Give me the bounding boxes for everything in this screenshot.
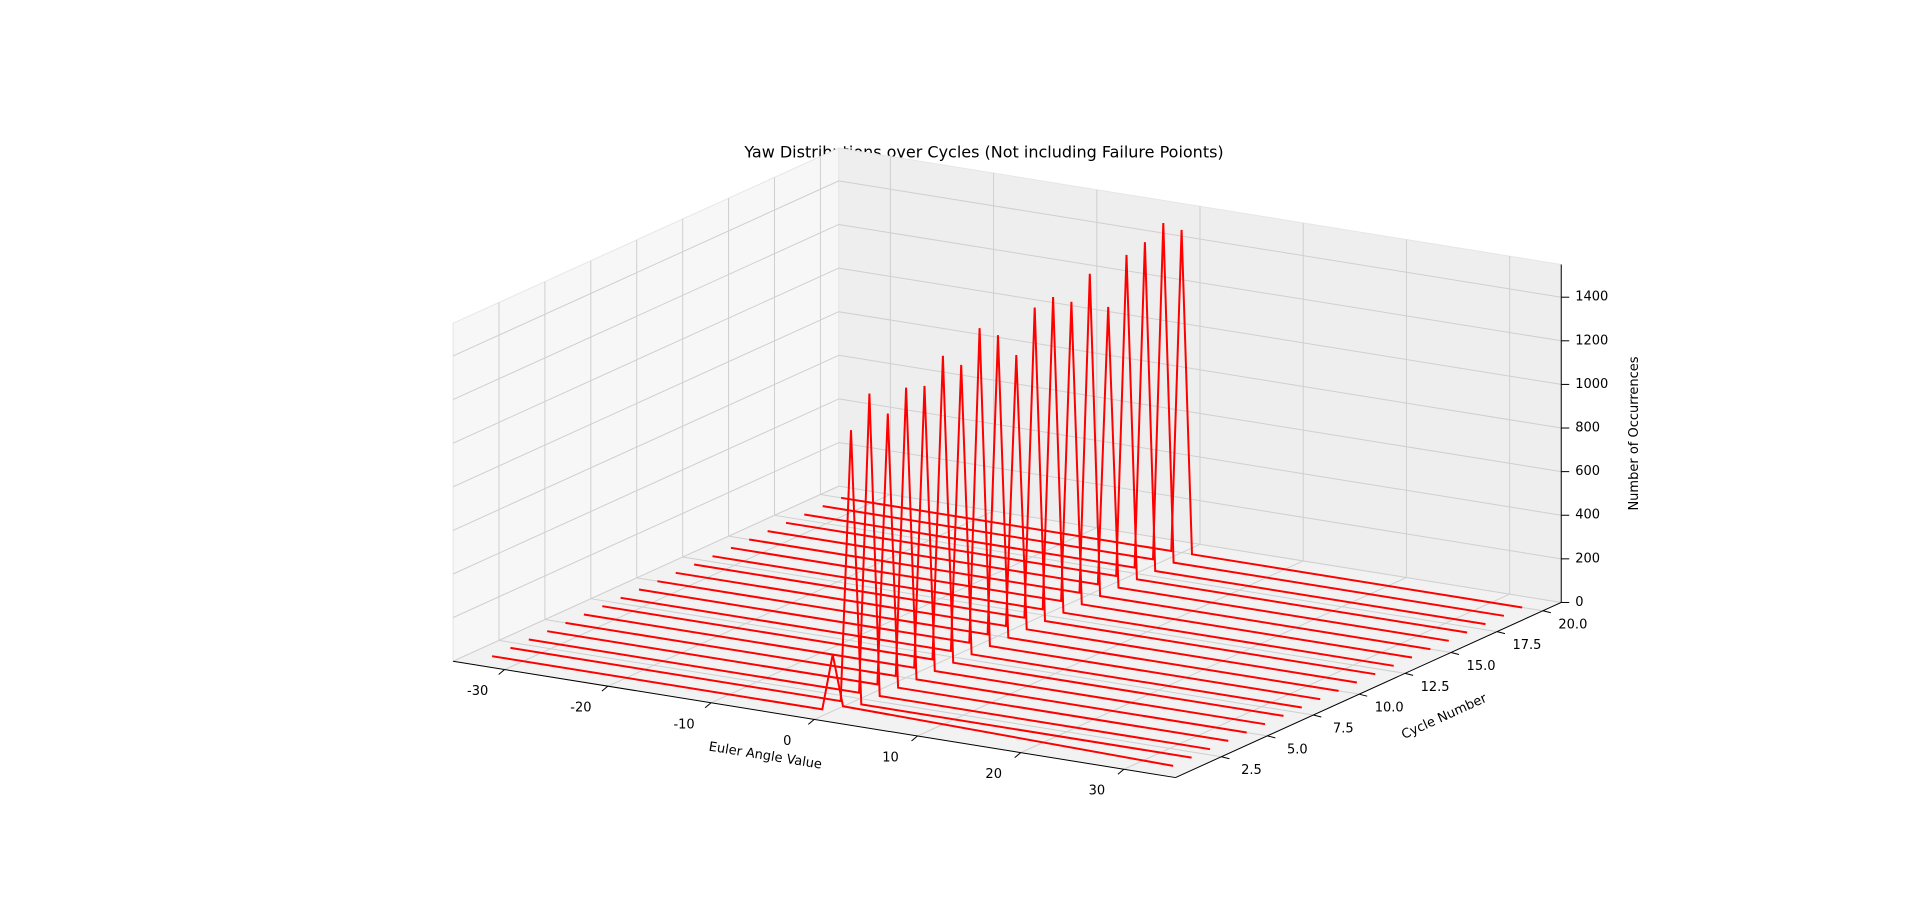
y-tick-label: 2.5 bbox=[1241, 763, 1262, 778]
grid-line bbox=[452, 398, 839, 575]
y-tick bbox=[1313, 714, 1322, 718]
z-tick-label: 1400 bbox=[1575, 290, 1608, 305]
series-line bbox=[528, 393, 1211, 751]
grid-line bbox=[452, 267, 839, 444]
series-line bbox=[675, 355, 1358, 684]
grid-line bbox=[838, 267, 1562, 385]
series-line bbox=[510, 430, 1192, 759]
x-tick bbox=[911, 735, 918, 742]
y-tick bbox=[1221, 756, 1230, 760]
z-axis-label: Number of Occurrences bbox=[1627, 356, 1642, 510]
grid-line bbox=[452, 485, 839, 662]
y-tick-label: 5.0 bbox=[1287, 742, 1308, 757]
series-line bbox=[712, 296, 1394, 667]
x-tick bbox=[498, 669, 505, 675]
grid-line bbox=[452, 311, 839, 488]
x-tick bbox=[1014, 752, 1022, 759]
x-tick-label: -30 bbox=[467, 684, 488, 699]
z-tick-label: 200 bbox=[1575, 551, 1600, 566]
x-tick-label: -10 bbox=[673, 717, 694, 732]
series-line bbox=[565, 387, 1247, 734]
z-tick-label: 0 bbox=[1575, 595, 1583, 610]
series-line bbox=[840, 229, 1523, 609]
y-tick bbox=[1267, 735, 1276, 739]
y-tick-label: 12.5 bbox=[1421, 680, 1450, 695]
series-line bbox=[583, 385, 1266, 726]
series-line bbox=[620, 364, 1302, 709]
grid-line bbox=[452, 354, 839, 531]
series-line bbox=[804, 242, 1486, 626]
y-tick bbox=[1496, 631, 1506, 635]
axis-line bbox=[1175, 601, 1562, 779]
y-tick-label: 7.5 bbox=[1333, 722, 1354, 737]
x-tick-label: 0 bbox=[783, 734, 791, 749]
x-tick-label: 30 bbox=[1089, 784, 1106, 799]
series-line bbox=[602, 355, 1284, 717]
grid-line bbox=[838, 180, 1562, 298]
series-line bbox=[749, 273, 1431, 651]
y-axis-label: Cycle Number bbox=[1399, 691, 1489, 743]
grid-line bbox=[452, 180, 839, 357]
series-line bbox=[822, 222, 1505, 617]
series-line bbox=[638, 328, 1321, 701]
x-tick-label: 10 bbox=[882, 751, 899, 766]
y-tick bbox=[1404, 672, 1414, 676]
axis-line bbox=[452, 660, 1176, 779]
x-tick bbox=[807, 719, 815, 725]
y-tick bbox=[1450, 651, 1460, 655]
series-line bbox=[547, 413, 1229, 742]
grid-line bbox=[838, 442, 1562, 560]
series-line bbox=[767, 306, 1449, 642]
z-tick-label: 1200 bbox=[1575, 333, 1608, 348]
series-line bbox=[730, 301, 1413, 659]
x-axis-label: Euler Angle Value bbox=[708, 740, 823, 773]
series-line bbox=[785, 254, 1468, 634]
y-tick-label: 15.0 bbox=[1467, 659, 1496, 674]
series-line bbox=[657, 335, 1339, 692]
x-tick-label: 20 bbox=[985, 767, 1002, 782]
grid-line bbox=[452, 442, 839, 619]
y-tick bbox=[1359, 693, 1368, 697]
series-line bbox=[693, 307, 1376, 676]
grid-line bbox=[838, 354, 1562, 473]
x-tick-label: -20 bbox=[570, 701, 591, 716]
y-tick-label: 17.5 bbox=[1512, 638, 1541, 653]
y-tick-label: 10.0 bbox=[1375, 701, 1404, 716]
grid-line bbox=[838, 223, 1562, 342]
x-tick bbox=[704, 702, 712, 709]
y-tick bbox=[1542, 610, 1551, 614]
grid-line bbox=[838, 485, 1562, 603]
grid-line bbox=[838, 311, 1562, 429]
z-tick-label: 1000 bbox=[1575, 377, 1608, 392]
y-tick-label: 20.0 bbox=[1558, 617, 1587, 632]
x-tick bbox=[1117, 768, 1125, 775]
z-tick-label: 800 bbox=[1575, 421, 1600, 436]
x-tick bbox=[601, 685, 609, 692]
z-tick-label: 600 bbox=[1575, 464, 1600, 479]
z-tick-label: 400 bbox=[1575, 508, 1600, 523]
grid-line bbox=[452, 224, 839, 401]
